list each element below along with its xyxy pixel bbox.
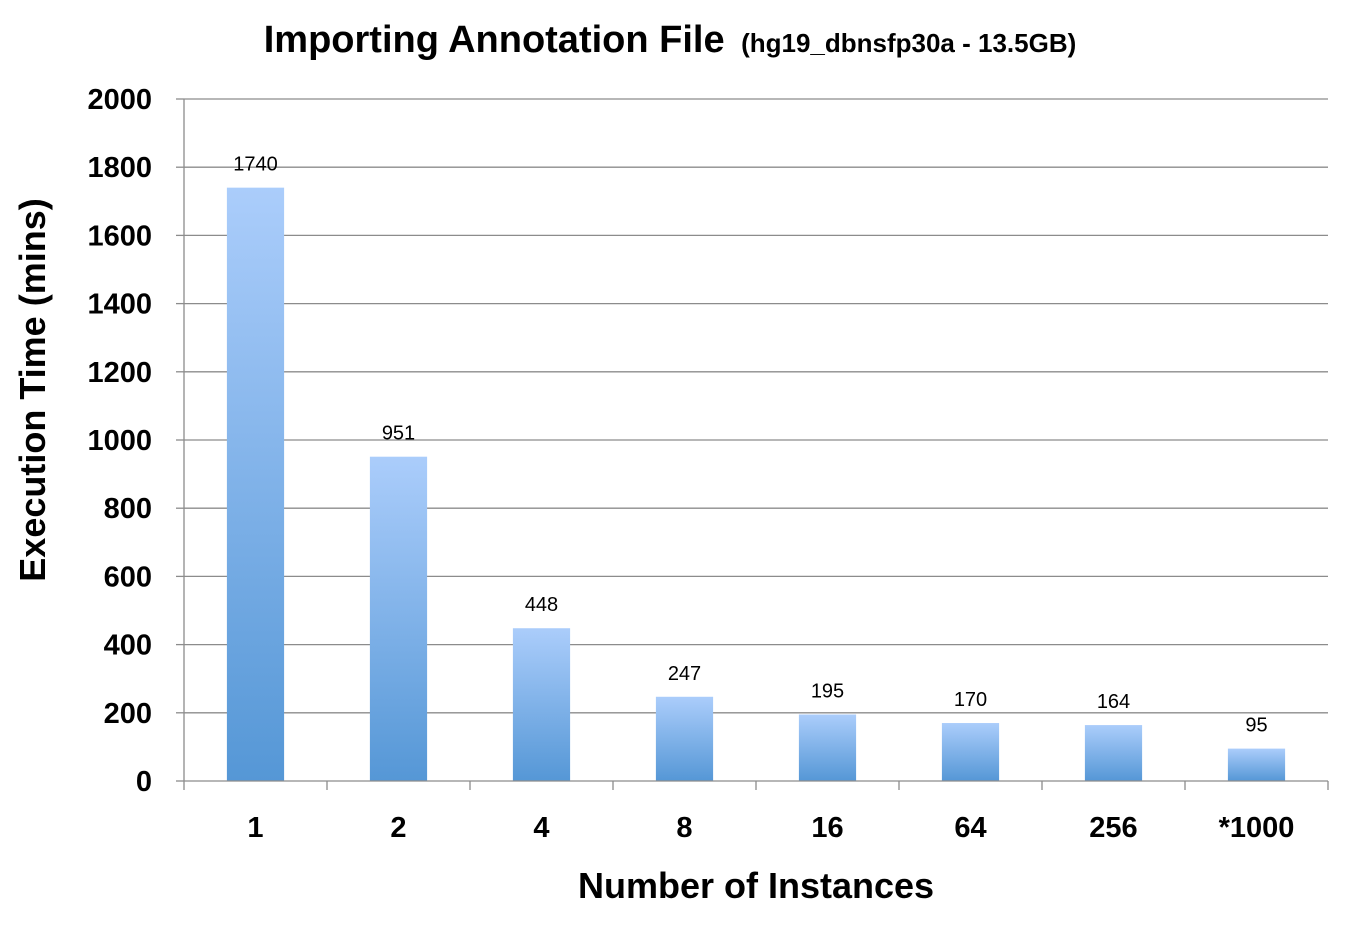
y-tick-label: 2000 — [87, 84, 152, 116]
y-tick-label: 1600 — [87, 220, 152, 252]
chart-title: Importing Annotation File (hg19_dbnsfp30… — [264, 19, 1077, 61]
bar-*1000 — [1227, 748, 1286, 781]
y-tick-label: 1800 — [87, 152, 152, 184]
x-tick-label: 8 — [676, 812, 692, 844]
chart-title-main: Importing Annotation File — [264, 19, 725, 61]
x-axis-tick-labels: 1 2 4 8 16 64 256 *1000 — [247, 812, 1294, 844]
data-label: 164 — [1097, 691, 1130, 713]
data-label: 95 — [1245, 715, 1267, 737]
y-tick-label: 0 — [136, 766, 152, 798]
bar-16 — [798, 714, 857, 781]
y-tick-label: 800 — [104, 493, 152, 525]
data-label: 170 — [954, 689, 987, 711]
bar-2 — [369, 456, 428, 781]
x-tick-label: 256 — [1089, 812, 1137, 844]
x-tick-label: 2 — [390, 812, 406, 844]
bar-4 — [512, 628, 571, 781]
data-labels: 1740 951 448 247 195 170 164 95 — [233, 154, 1267, 737]
x-axis — [183, 99, 1329, 790]
y-tick-label: 400 — [104, 630, 152, 662]
x-tick-label: 64 — [954, 812, 986, 844]
y-tick-label: 1400 — [87, 289, 152, 321]
bar-8 — [655, 696, 714, 781]
y-tick-label: 600 — [104, 561, 152, 593]
x-tick-label: *1000 — [1219, 812, 1295, 844]
data-label: 247 — [668, 663, 701, 685]
chart-subtitle: (hg19_dbnsfp30a - 13.5GB) — [741, 28, 1076, 58]
bars — [226, 187, 1286, 781]
x-axis-title: Number of Instances — [578, 865, 934, 906]
data-label: 951 — [382, 423, 415, 445]
y-axis-tick-labels: 0 200 400 600 800 1000 1200 1400 1600 1800 2000 — [87, 84, 152, 798]
x-tick-label: 1 — [247, 812, 263, 844]
data-label: 195 — [811, 681, 844, 703]
data-label: 448 — [525, 594, 558, 616]
bar-256 — [1084, 725, 1143, 781]
data-label: 1740 — [233, 154, 278, 176]
bar-1 — [226, 187, 285, 781]
x-tick-label: 4 — [533, 812, 549, 844]
y-tick-label: 1200 — [87, 357, 152, 389]
x-tick-label: 16 — [811, 812, 843, 844]
y-tick-label: 200 — [104, 698, 152, 730]
y-axis-title: Execution Time (mins) — [12, 198, 53, 581]
gridlines — [176, 98, 1328, 782]
y-tick-label: 1000 — [87, 425, 152, 457]
bar-64 — [941, 723, 1000, 781]
